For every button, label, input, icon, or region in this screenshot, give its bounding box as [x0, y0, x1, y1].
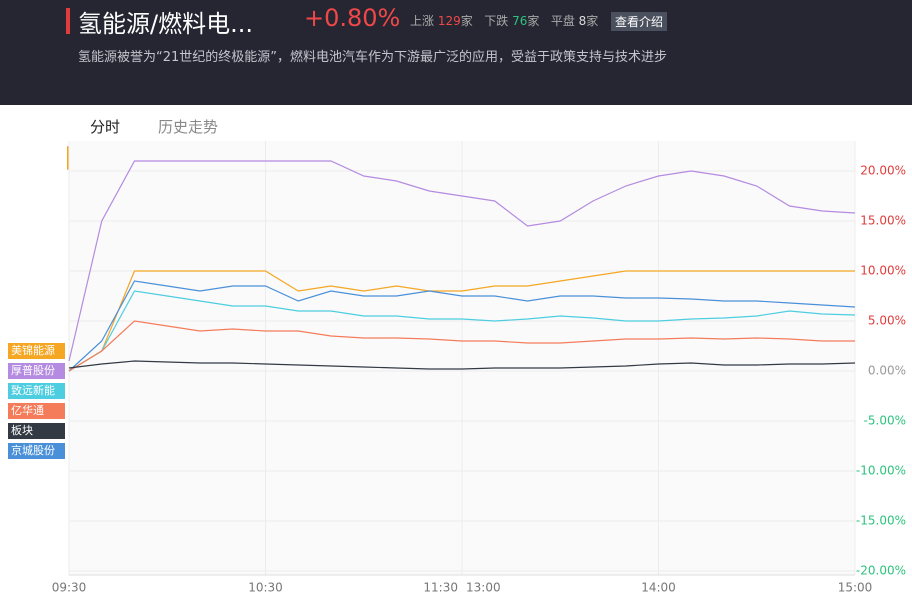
flat-count: 8	[578, 14, 587, 28]
series-tag-label: 厚普股份	[11, 363, 55, 377]
up-count: 129	[437, 14, 461, 28]
series-line	[68, 270, 855, 372]
change: +0.80%	[304, 4, 401, 32]
y-tick-label: 10.00%	[860, 264, 906, 278]
x-tick-label: 11:30	[423, 581, 458, 595]
chart: 20.00% 15.00% 10.00% 5.00% 0.00% -5.00% -10.00…	[8, 141, 906, 595]
series-tag-label: 京城股份	[11, 443, 55, 457]
series-line	[68, 360, 856, 370]
x-tick-label: 14:00	[641, 581, 676, 595]
x-tick-label: 09:30	[52, 581, 87, 595]
series-line	[68, 280, 856, 372]
series-tag-label: 美锦能源	[11, 343, 55, 357]
title: 氢能源/燃料电...	[78, 10, 253, 38]
header: 氢能源/燃料电... +0.80% 上涨 129家 下跌 76家 平盘 8家 查…	[0, 0, 912, 105]
down-count: 76	[512, 14, 528, 28]
series-tag	[8, 363, 65, 379]
description: 氢能源被誉为“21世纪的终极能源”，燃料电池汽车作为下游最广泛的应用，受益于政策…	[78, 50, 668, 65]
y-tick-label: -5.00%	[864, 414, 906, 428]
x-tick-label: 15:00	[838, 581, 873, 595]
unit: 家	[586, 14, 599, 28]
unit: 家	[460, 14, 473, 28]
series-tag	[8, 343, 65, 359]
down-label: 下跌	[484, 14, 509, 28]
accent-bar	[66, 8, 70, 34]
tab[interactable]: 历史走势	[158, 118, 219, 136]
series-line	[68, 290, 856, 372]
series-line	[68, 160, 856, 362]
y-tick-label: 0.00%	[868, 364, 906, 378]
series-tag-label: 亿华通	[11, 403, 44, 417]
stats: 上涨 129家 下跌 76家 平盘 8家	[410, 12, 598, 29]
y-tick-label: -10.00%	[856, 464, 906, 478]
series-tag-label: 致远新能	[11, 383, 55, 397]
series-tag	[8, 443, 65, 459]
y-tick-label: -15.00%	[856, 514, 906, 528]
tab[interactable]: 分时	[90, 118, 121, 136]
x-tick-label: 13:00	[466, 581, 501, 595]
up-label: 上涨	[410, 14, 435, 28]
x-tick-label: 10:30	[248, 581, 283, 595]
intro-button[interactable]: 查看介绍	[611, 12, 668, 31]
series-tag	[8, 403, 65, 419]
flat-label: 平盘	[550, 14, 575, 28]
unit: 家	[527, 14, 540, 28]
series-line	[68, 320, 855, 372]
y-tick-label: 20.00%	[860, 164, 906, 178]
series-tag	[8, 383, 65, 399]
y-tick-label: 15.00%	[860, 214, 906, 228]
y-tick-label: -20.00%	[856, 564, 906, 578]
series-tag-label: 板块	[11, 423, 33, 437]
y-tick-label: 5.00%	[868, 314, 906, 328]
series-tag	[8, 423, 65, 439]
